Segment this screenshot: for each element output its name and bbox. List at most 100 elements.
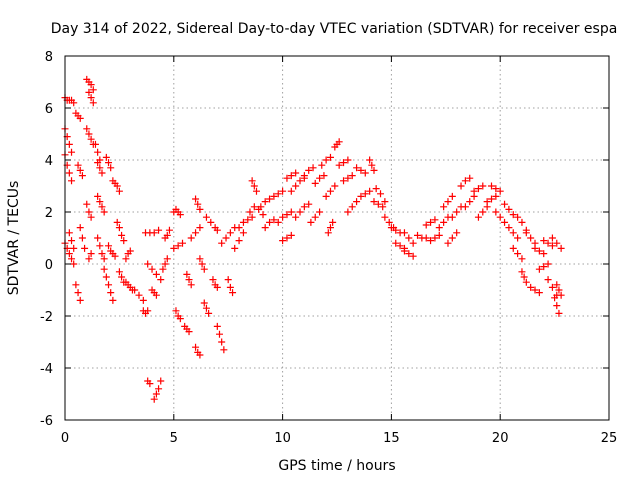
data-point — [100, 208, 108, 216]
data-point — [150, 229, 158, 237]
data-point — [435, 224, 443, 232]
data-point — [85, 208, 93, 216]
data-point — [213, 322, 221, 330]
data-point — [316, 174, 324, 182]
data-point — [448, 192, 456, 200]
data-point — [535, 265, 543, 273]
data-point — [139, 296, 147, 304]
series-track-29 — [142, 226, 163, 237]
data-point — [239, 229, 247, 237]
data-point — [163, 255, 171, 263]
data-point — [448, 234, 456, 242]
series-track-45 — [200, 299, 213, 317]
data-point — [322, 156, 330, 164]
data-point — [287, 187, 295, 195]
series-track-64 — [307, 208, 324, 226]
data-point — [252, 187, 260, 195]
data-point — [89, 99, 97, 107]
data-point — [527, 283, 535, 291]
data-point — [400, 247, 408, 255]
data-point — [207, 218, 215, 226]
data-point — [518, 268, 526, 276]
data-point — [448, 213, 456, 221]
data-point — [509, 211, 517, 219]
series-track-96 — [492, 208, 509, 226]
data-point — [144, 260, 152, 268]
data-point — [235, 224, 243, 232]
series-track-16 — [94, 159, 106, 177]
data-point — [279, 187, 287, 195]
series-track-76 — [370, 198, 387, 211]
data-point — [113, 182, 121, 190]
series-track-41 — [187, 224, 204, 242]
data-point — [470, 187, 478, 195]
series-track-109 — [551, 294, 563, 317]
data-point — [257, 203, 265, 211]
series-track-108 — [548, 234, 565, 252]
data-point — [270, 216, 278, 224]
data-point — [392, 239, 400, 247]
data-point — [357, 192, 365, 200]
chart-title: Day 314 of 2022, Sidereal Day-to-day VTE… — [51, 21, 618, 37]
data-point — [120, 237, 128, 245]
data-point — [96, 164, 104, 172]
data-point — [305, 200, 313, 208]
data-point — [287, 208, 295, 216]
data-point — [422, 221, 430, 229]
series-track-20 — [102, 153, 115, 172]
data-point — [94, 159, 102, 167]
data-point — [340, 177, 348, 185]
x-axis-label: GPS time / hours — [278, 458, 395, 474]
series-track-33 — [150, 377, 165, 403]
data-point — [76, 224, 84, 232]
data-point — [357, 166, 365, 174]
x-tick-label-5: 25 — [601, 431, 618, 446]
data-point — [307, 218, 315, 226]
data-point — [283, 211, 291, 219]
data-point — [518, 218, 526, 226]
plot-area — [61, 75, 565, 403]
series-track-102 — [522, 229, 539, 247]
data-point — [196, 255, 204, 263]
series-track-59 — [279, 231, 295, 245]
data-point — [118, 273, 126, 281]
data-point — [335, 161, 343, 169]
data-point — [170, 244, 178, 252]
series-track-23 — [113, 218, 128, 245]
data-point — [113, 218, 121, 226]
series-track-26 — [122, 278, 136, 294]
data-point — [344, 174, 352, 182]
series-track-88 — [444, 229, 461, 247]
series-track-30 — [144, 260, 165, 284]
data-point — [78, 234, 86, 242]
data-point — [96, 198, 104, 206]
series-track-13 — [83, 200, 95, 221]
data-point — [161, 260, 169, 268]
series-track-25 — [122, 247, 134, 263]
data-point — [348, 172, 356, 180]
data-point — [155, 385, 163, 393]
series-track-10 — [83, 75, 97, 94]
series-track-95 — [487, 182, 504, 195]
data-point — [557, 244, 565, 252]
data-point — [65, 250, 73, 258]
data-point — [466, 198, 474, 206]
data-point — [505, 224, 513, 232]
data-point — [292, 213, 300, 221]
data-point — [157, 276, 165, 284]
data-point — [509, 244, 517, 252]
data-point — [68, 148, 76, 156]
data-point — [261, 224, 269, 232]
data-point — [200, 299, 208, 307]
data-point — [70, 260, 78, 268]
data-point — [94, 148, 102, 156]
series-track-75 — [366, 156, 378, 174]
series-track-27 — [131, 286, 147, 304]
data-point — [440, 203, 448, 211]
series-track-99 — [509, 244, 526, 263]
data-point — [222, 234, 230, 242]
series-track-73 — [353, 164, 369, 177]
series-track-81 — [400, 229, 417, 247]
series-track-06 — [72, 281, 84, 304]
series-track-37 — [170, 239, 187, 252]
